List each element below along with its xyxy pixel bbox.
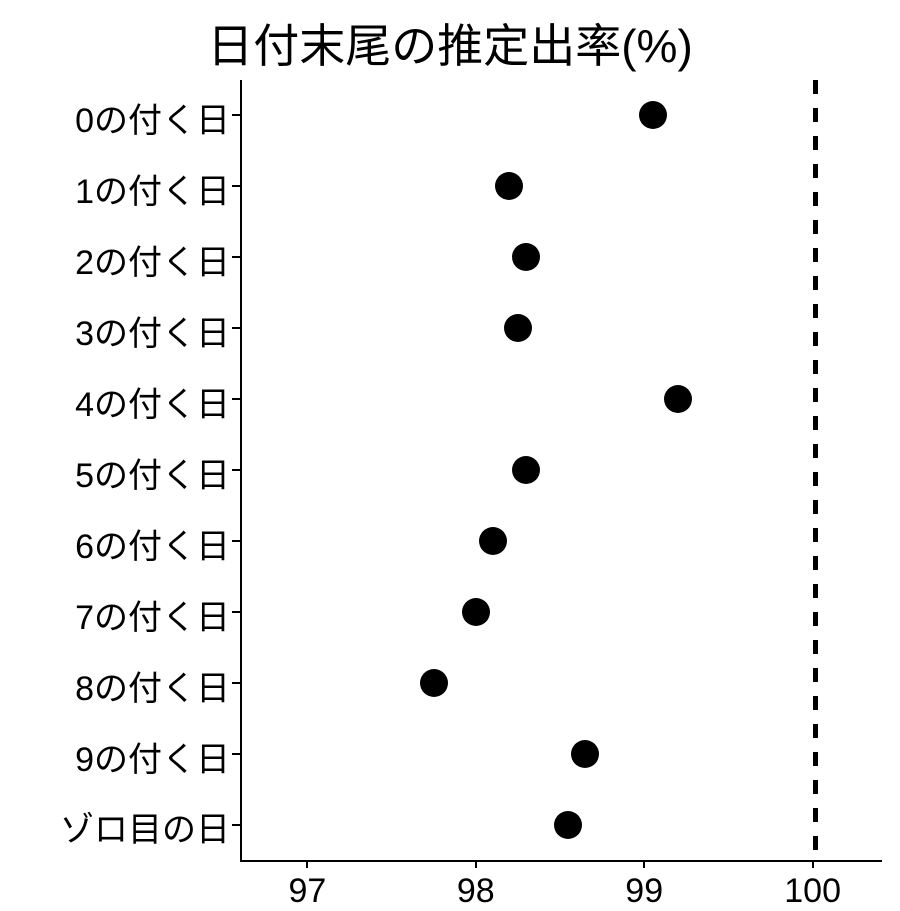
y-tick [232, 611, 240, 613]
data-point [571, 740, 599, 768]
y-tick [232, 540, 240, 542]
x-axis-label: 98 [457, 872, 495, 911]
x-tick [475, 860, 477, 868]
data-point [639, 101, 667, 129]
chart-container: 日付末尾の推定出率(%) 0の付く日 1の付く日 2の付く日 3の付く日 4の付く日 5の… [0, 0, 900, 900]
x-axis-label: 100 [784, 872, 841, 911]
y-tick [232, 327, 240, 329]
data-point [554, 811, 582, 839]
y-tick [232, 824, 240, 826]
data-point [512, 243, 540, 271]
data-point [495, 172, 523, 200]
y-axis-label: 5の付く日 [75, 448, 230, 497]
data-point [664, 385, 692, 413]
data-point [504, 314, 532, 342]
data-point [420, 669, 448, 697]
y-tick [232, 185, 240, 187]
data-point [512, 456, 540, 484]
y-axis-label: 8の付く日 [75, 661, 230, 710]
plot-area [240, 80, 882, 862]
data-point [479, 527, 507, 555]
x-axis-label: 97 [288, 872, 326, 911]
x-tick [643, 860, 645, 868]
x-tick [812, 860, 814, 868]
y-axis-label: 9の付く日 [75, 732, 230, 781]
y-tick [232, 682, 240, 684]
data-point [462, 598, 490, 626]
y-axis-label: 6の付く日 [75, 519, 230, 568]
y-tick [232, 114, 240, 116]
y-axis-label: 0の付く日 [75, 93, 230, 142]
y-axis-label: 3の付く日 [75, 306, 230, 355]
y-axis-label: 7の付く日 [75, 590, 230, 639]
y-tick [232, 398, 240, 400]
reference-line [813, 80, 818, 860]
y-axis-label: ゾロ目の日 [60, 802, 230, 851]
y-axis-label: 1の付く日 [75, 164, 230, 213]
y-tick [232, 753, 240, 755]
y-tick [232, 469, 240, 471]
x-tick [306, 860, 308, 868]
y-tick [232, 256, 240, 258]
y-axis-label: 4の付く日 [75, 377, 230, 426]
chart-title: 日付末尾の推定出率(%) [0, 10, 900, 76]
x-axis-label: 99 [625, 872, 663, 911]
y-axis-label: 2の付く日 [75, 235, 230, 284]
